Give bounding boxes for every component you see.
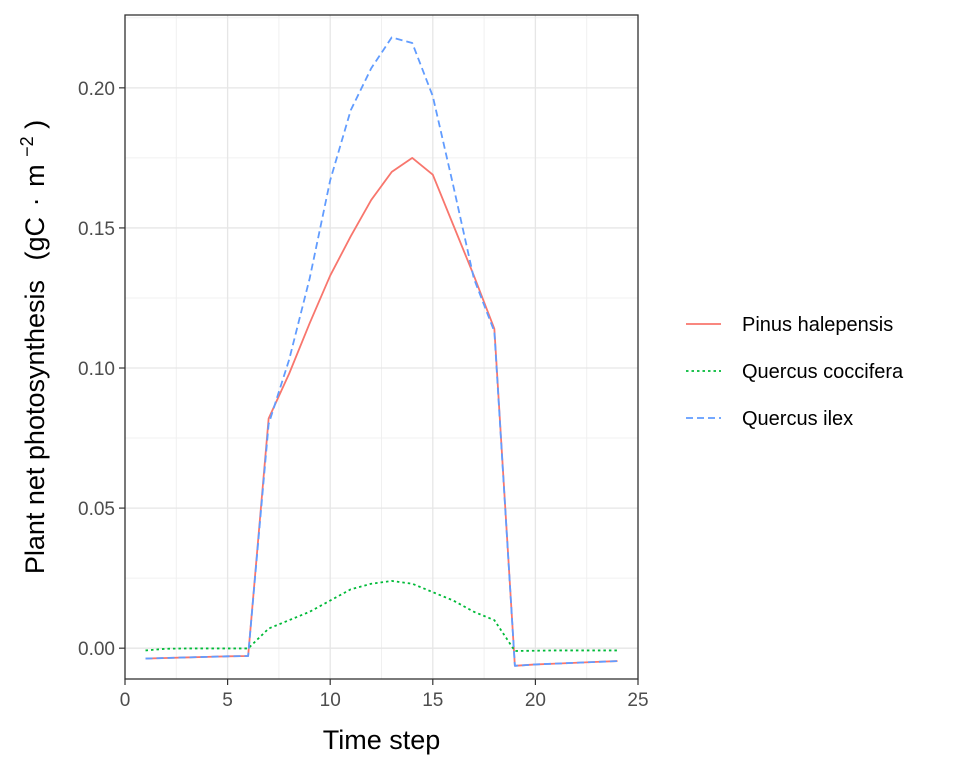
- y-axis-title-main: Plant net photosynthesis: [20, 280, 50, 574]
- y-axis-title-unit-dot: ·: [20, 197, 50, 206]
- legend: Pinus halepensis Quercus coccifera Quercus…: [686, 314, 904, 430]
- y-tick-label: 0.00: [78, 639, 115, 660]
- plot-panel-border: [124, 14, 639, 680]
- x-axis: 0 5 10 15 20 25: [120, 679, 649, 711]
- y-tick-label: 0.10: [78, 359, 115, 380]
- x-tick-label: 25: [627, 690, 648, 711]
- series-line-quercus-ilex: [145, 36, 618, 667]
- legend-label-quercus-ilex: Quercus ilex: [742, 408, 853, 430]
- series-line-quercus-coccifera: [145, 580, 618, 652]
- x-tick-label: 0: [120, 690, 131, 711]
- x-tick-label: 5: [222, 690, 233, 711]
- x-axis-title: Time step: [323, 725, 441, 755]
- y-tick-label: 0.15: [78, 219, 115, 240]
- y-axis-title: Plant net photosynthesis (gC · m −2 ): [9, 120, 50, 574]
- x-tick-label: 20: [525, 690, 546, 711]
- x-tick-label: 15: [422, 690, 443, 711]
- y-axis-title-unit-close: ): [20, 120, 50, 129]
- y-tick-label: 0.20: [78, 79, 115, 100]
- series-lines: [145, 36, 618, 667]
- legend-label-quercus-coccifera: Quercus coccifera: [742, 361, 904, 383]
- y-axis: 0.00 0.05 0.10 0.15 0.20: [78, 79, 125, 660]
- minor-gridlines: [125, 15, 638, 679]
- y-axis-title-unit-m: m: [20, 164, 50, 187]
- x-tick-label: 10: [320, 690, 341, 711]
- y-axis-title-unit-open: (gC: [20, 217, 50, 261]
- y-tick-label: 0.05: [78, 499, 115, 520]
- y-axis-title-unit-exponent: −2: [17, 136, 37, 157]
- legend-label-pinus-halepensis: Pinus halepensis: [742, 314, 893, 336]
